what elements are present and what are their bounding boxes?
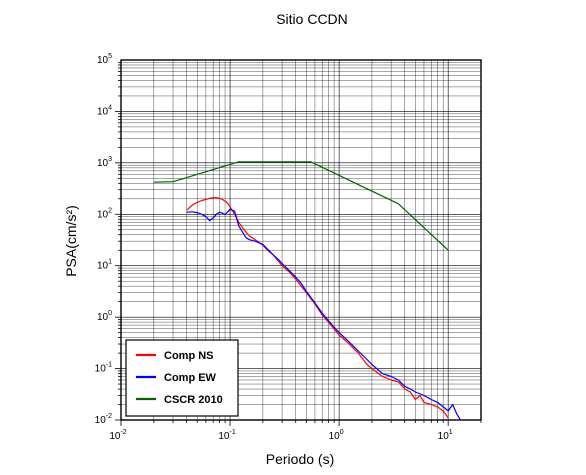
- series-line-2: [186, 208, 462, 421]
- plot-frame: [120, 59, 482, 421]
- legend-label: Comp NS: [164, 350, 214, 362]
- y-tick-label: 100: [97, 310, 112, 323]
- y-tick-label: 102: [97, 207, 112, 220]
- legend-label: CSCR 2010: [164, 394, 223, 406]
- y-tick-label: 101: [97, 259, 112, 272]
- legend: Comp NS Comp EW CSCR 2010: [125, 339, 239, 417]
- series-line-3: [153, 161, 449, 251]
- y-axis-label: PSA(cm/s²): [63, 205, 79, 277]
- y-tick-label: 10-2: [95, 413, 112, 426]
- plot-area: [153, 161, 462, 421]
- series-line-1: [186, 197, 449, 419]
- y-tick-label: 104: [97, 104, 112, 117]
- plot-border: [120, 59, 482, 421]
- x-tick-label: 101: [438, 429, 453, 442]
- legend-label: Comp EW: [164, 372, 217, 384]
- y-tick-label: 10-1: [95, 362, 112, 375]
- x-tick-label: 100: [329, 429, 344, 442]
- x-tick-label: 10-2: [109, 429, 126, 442]
- y-tick-label: 105: [97, 53, 112, 66]
- grid: [120, 60, 482, 421]
- axis-ticks: 10-2 10-1 100 101 10-2 10-1 100 101 102 103 104 105: [95, 53, 482, 442]
- y-tick-label: 103: [97, 156, 112, 169]
- x-tick-label: 10-1: [218, 429, 235, 442]
- chart-title: Sitio CCDN: [276, 11, 348, 27]
- x-axis-label: Periodo (s): [266, 451, 334, 467]
